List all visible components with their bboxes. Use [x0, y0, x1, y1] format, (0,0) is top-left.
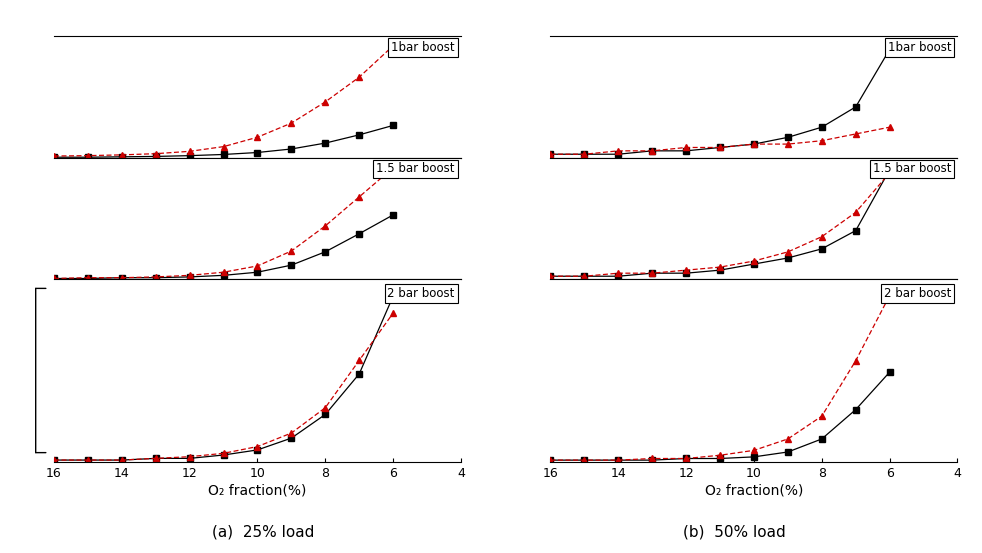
Text: 1bar boost: 1bar boost [888, 41, 952, 54]
Text: 1.5 bar boost: 1.5 bar boost [376, 163, 455, 175]
X-axis label: O₂ fraction(%): O₂ fraction(%) [705, 484, 803, 498]
Text: (a)  25% load: (a) 25% load [212, 524, 314, 539]
Text: (b)  50% load: (b) 50% load [683, 524, 786, 539]
Text: 2 bar boost: 2 bar boost [388, 286, 455, 300]
Text: 2 bar boost: 2 bar boost [884, 286, 952, 300]
Text: 1.5 bar boost: 1.5 bar boost [873, 163, 952, 175]
X-axis label: O₂ fraction(%): O₂ fraction(%) [208, 484, 306, 498]
Text: 1bar boost: 1bar boost [391, 41, 455, 54]
